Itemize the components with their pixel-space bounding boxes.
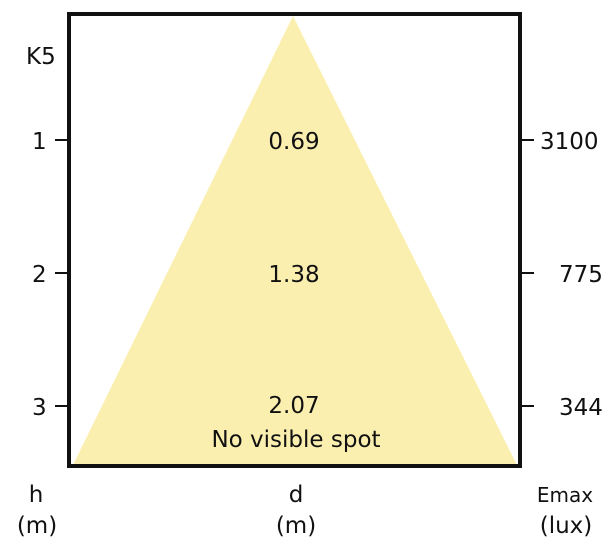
h-axis-unit: (m): [17, 513, 57, 539]
diameter-label-3: 2.07: [268, 393, 319, 419]
d-axis-symbol: d: [289, 482, 304, 508]
light-beam-cone: [73, 16, 517, 465]
diagram-frame: [67, 12, 522, 468]
beam-code-label: K5: [26, 44, 56, 70]
diameter-label-1: 0.69: [268, 129, 319, 155]
d-axis-unit: (m): [276, 513, 316, 539]
diameter-label-2: 1.38: [268, 262, 319, 288]
height-label-3: 3: [32, 395, 47, 421]
emax-label-3: 344: [559, 395, 603, 421]
emax-axis-symbol: Emax: [537, 483, 593, 507]
emax-label-1: 3100: [540, 129, 599, 155]
h-axis-symbol: h: [29, 482, 44, 508]
emax-label-2: 775: [559, 262, 603, 288]
no-visible-spot-note: No visible spot: [211, 427, 380, 453]
emax-axis-unit: (lux): [540, 513, 593, 539]
height-label-2: 2: [32, 262, 47, 288]
height-label-1: 1: [32, 129, 47, 155]
